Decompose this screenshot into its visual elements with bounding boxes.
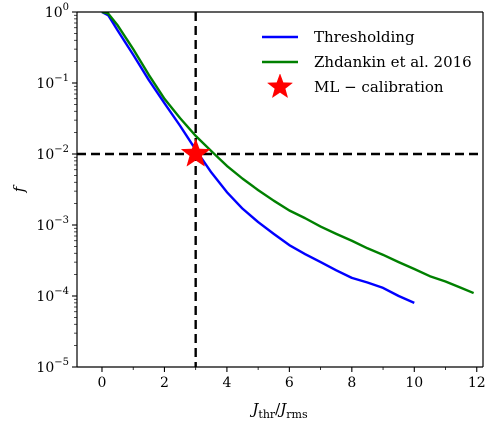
y-tick-label: 10−2 [36, 144, 69, 163]
y-tick-label: 10−5 [36, 357, 69, 376]
x-axis-label: Jthr/Jrms [249, 400, 308, 421]
legend: Thresholding Zhdankin et al. 2016 ML − cal… [262, 28, 472, 99]
axes: 0 2 4 6 8 10 12 100 10−1 10−2 10−3 10−4 10−5 Jthr/Jrm… [10, 2, 485, 421]
y-tick-label: 10−1 [36, 73, 69, 92]
x-tick-label: 8 [347, 375, 356, 391]
x-tick-label: 0 [98, 375, 107, 391]
reference-lines [77, 12, 483, 367]
ml-calibration-star-marker [180, 138, 211, 167]
legend-star-icon [266, 73, 294, 99]
y-tick-label: 10−3 [36, 215, 69, 234]
legend-label-1: Zhdankin et al. 2016 [314, 53, 472, 71]
series-line-0 [101, 12, 415, 304]
marker-layer [180, 138, 211, 167]
x-tick-label: 10 [405, 375, 423, 391]
x-tick-label: 4 [222, 375, 231, 391]
series-layer [101, 12, 475, 304]
x-tick-label: 2 [160, 375, 169, 391]
legend-label-0: Thresholding [314, 28, 415, 46]
y-axis-label: f [10, 184, 28, 193]
y-tick-label: 100 [45, 2, 69, 21]
series-line-1 [101, 12, 475, 295]
legend-label-marker: ML − calibration [314, 78, 444, 96]
x-tick-label: 6 [285, 375, 294, 391]
y-tick-label: 10−4 [36, 286, 69, 305]
x-tick-label: 12 [468, 375, 485, 391]
